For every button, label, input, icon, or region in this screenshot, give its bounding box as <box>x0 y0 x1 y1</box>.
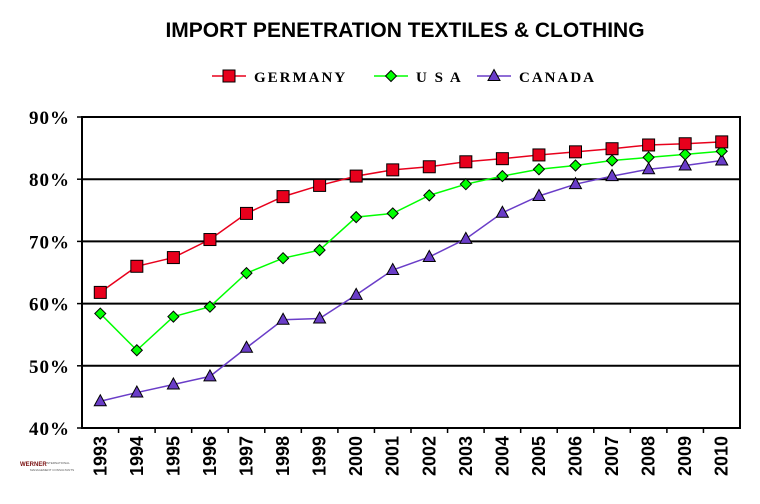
legend-marker-usa <box>384 69 398 83</box>
company-logo: WERNER INTERNATIONAL MANAGEMENT CONSULTA… <box>20 461 74 472</box>
data-point-germany <box>93 285 107 299</box>
data-point-germany <box>459 155 473 169</box>
y-tick-label: 70% <box>29 232 70 253</box>
chart-title: IMPORT PENETRATION TEXTILES & CLOTHING <box>165 19 644 42</box>
data-point-usa <box>642 151 655 164</box>
data-point-usa <box>167 310 180 323</box>
data-point-germany <box>422 160 436 174</box>
data-point-usa <box>423 189 436 202</box>
data-point-usa <box>678 148 692 161</box>
data-point-canada <box>532 188 546 201</box>
x-tick-label: 2010 <box>712 436 732 476</box>
data-point-usa <box>532 163 546 176</box>
data-point-canada <box>605 168 619 182</box>
x-tick-label: 1996 <box>200 436 220 476</box>
data-point-usa <box>240 266 253 280</box>
logo-line1: INTERNATIONAL <box>46 461 70 465</box>
data-point-usa <box>203 300 217 313</box>
y-tick-label: 60% <box>29 295 70 316</box>
x-tick-label: 2006 <box>566 436 586 476</box>
data-point-usa <box>459 177 473 191</box>
data-point-usa <box>313 243 326 257</box>
data-point-usa <box>94 307 107 320</box>
data-point-germany <box>386 163 400 177</box>
data-point-germany <box>203 233 217 247</box>
data-point-germany <box>166 251 180 265</box>
y-tick-label: 50% <box>29 357 70 378</box>
x-tick-label: 2005 <box>529 436 549 476</box>
data-point-germany <box>313 178 327 192</box>
data-point-canada <box>714 152 729 166</box>
data-point-canada <box>312 310 327 324</box>
data-point-canada <box>641 161 656 175</box>
x-tick-label: 2000 <box>346 436 366 476</box>
x-tick-label: 2008 <box>639 436 659 476</box>
data-point-canada <box>495 205 510 218</box>
legend-label-canada: CANADA <box>519 70 596 86</box>
plot-frame <box>81 116 741 429</box>
y-tick-label: 80% <box>29 170 70 191</box>
legend-marker-canada <box>487 68 501 81</box>
x-tick-label: 1995 <box>163 436 183 476</box>
legend-label-germany: GERMANY <box>254 70 347 86</box>
data-point-germany <box>532 148 546 162</box>
data-point-germany <box>495 152 509 166</box>
legend-marker-germany <box>222 69 236 83</box>
x-tick-label: 2007 <box>602 436 622 476</box>
data-point-canada <box>203 368 217 382</box>
data-point-canada <box>385 262 400 276</box>
data-point-usa <box>496 169 509 183</box>
x-tick-label: 1999 <box>310 436 330 476</box>
x-tick-label: 2004 <box>492 436 512 476</box>
x-tick-label: 1998 <box>273 436 293 476</box>
data-point-usa <box>715 145 728 158</box>
data-point-canada <box>422 249 437 262</box>
x-tick-label: 1997 <box>237 436 257 476</box>
data-point-usa <box>605 154 619 167</box>
data-point-canada <box>458 231 473 244</box>
data-point-canada <box>166 376 181 390</box>
data-point-germany <box>349 169 363 183</box>
data-point-canada <box>129 385 144 398</box>
series-line-canada <box>100 159 722 402</box>
x-tick-label: 2009 <box>675 436 695 476</box>
x-tick-label: 2002 <box>419 436 439 476</box>
series-line-usa <box>99 150 722 352</box>
data-point-germany <box>605 142 619 156</box>
y-tick-label: 40% <box>29 419 70 440</box>
data-point-germany <box>715 135 729 149</box>
data-point-germany <box>240 206 253 220</box>
data-point-germany <box>276 190 290 204</box>
data-point-usa <box>130 344 144 357</box>
data-point-germany <box>569 145 582 159</box>
logo-name: WERNER <box>20 462 47 468</box>
legend: GERMANY U S A CANADA <box>212 68 596 86</box>
data-point-canada <box>93 393 108 407</box>
data-point-canada <box>349 287 364 300</box>
legend-label-usa: U S A <box>416 70 463 86</box>
y-tick-label: 90% <box>29 108 70 129</box>
data-point-canada <box>239 340 254 353</box>
data-point-usa <box>569 159 582 172</box>
data-point-canada <box>678 157 693 171</box>
data-point-germany <box>678 137 692 151</box>
data-point-germany <box>130 259 144 273</box>
x-tick-label: 1994 <box>127 436 147 476</box>
x-tick-label: 1993 <box>90 436 110 476</box>
data-point-canada <box>276 312 290 325</box>
data-point-usa <box>349 210 363 224</box>
x-tick-label: 2001 <box>383 436 403 476</box>
plot-area: 90% 80% 70% 60% 50% 40% 1993 1994 1995 1996 1997 19… <box>29 108 741 476</box>
data-point-usa <box>386 207 399 220</box>
data-point-germany <box>642 138 656 152</box>
logo-line2: MANAGEMENT CONSULTANTS <box>30 468 74 472</box>
x-tick-label: 2003 <box>456 436 476 476</box>
data-point-usa <box>276 251 290 265</box>
data-point-canada <box>568 176 583 190</box>
